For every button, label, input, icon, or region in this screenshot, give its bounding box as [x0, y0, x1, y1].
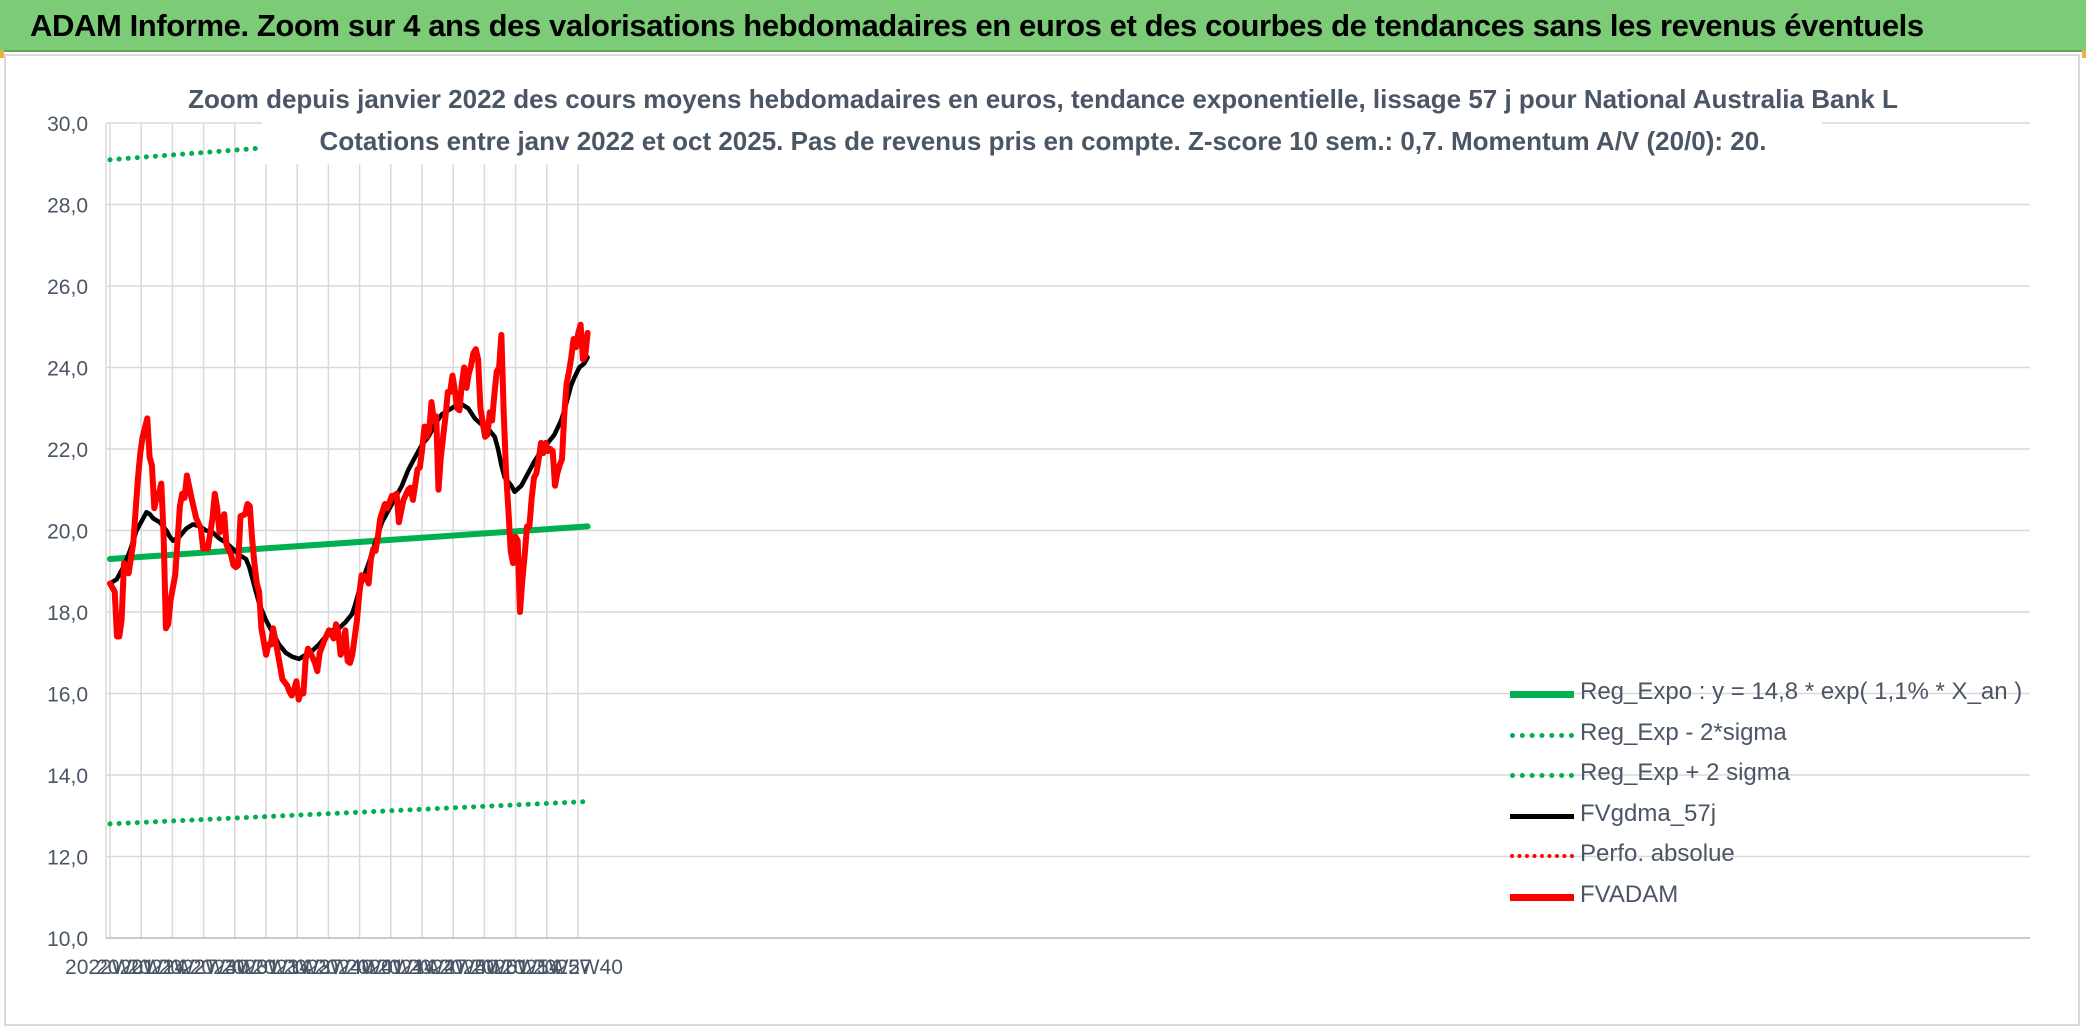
- x-tick-label: 2022W27: [127, 956, 217, 979]
- x-tick-label: 2023W40: [283, 956, 373, 979]
- legend-label-reg-expo: Reg_Expo : y = 14,8 * exp( 1,1% * X_an ): [1580, 678, 2023, 705]
- y-tick-label: 10,0: [47, 928, 88, 951]
- y-tick-label: 22,0: [47, 439, 88, 462]
- legend-label-reg-plus: Reg_Exp + 2 sigma: [1580, 759, 1791, 786]
- legend-item-fvgdma: FVgdma_57j: [1510, 798, 2010, 839]
- x-tick-label: 2022W01: [65, 956, 155, 979]
- axis-layer: 10,0 12,0 14,0 16,0 18,0 20,0 22,0 24,0 26,0 28,0…: [47, 113, 623, 979]
- legend-swatch-dotted-green: [1510, 773, 1574, 778]
- y-tick-label: 12,0: [47, 847, 88, 870]
- report-banner: ADAM Informe. Zoom sur 4 ans des valoris…: [0, 0, 2086, 52]
- series-line-1: [107, 799, 591, 827]
- chart-legend: Reg_Expo : y = 14,8 * exp( 1,1% * X_an )…: [1510, 676, 2022, 920]
- y-tick-label: 20,0: [47, 521, 88, 544]
- chart-frame: [4, 54, 2080, 1026]
- x-tick-label: 2025W40: [533, 956, 623, 979]
- y-tick-label: 14,0: [47, 765, 88, 788]
- legend-label-reg-minus: Reg_Exp - 2*sigma: [1580, 718, 1787, 746]
- legend-swatch-solid-red: [1510, 893, 1574, 901]
- x-tick-label: 2022W40: [159, 956, 249, 979]
- y-tick-label: 28,0: [47, 195, 88, 218]
- x-tick-label: 2023W27: [252, 956, 342, 979]
- legend-label-perfo: Perfo. absolue: [1580, 840, 1735, 867]
- legend-swatch-dotted-red: [1510, 854, 1574, 858]
- chart-title: Zoom depuis janvier 2022 des cours moyen…: [188, 84, 1898, 114]
- legend-item-fvadam: FVADAM: [1510, 879, 2010, 920]
- x-tick-label: 2023W14: [221, 956, 311, 979]
- x-tick-label: 2024W14: [346, 956, 436, 979]
- x-tick-label: 2024W01: [315, 956, 405, 979]
- legend-swatch-dotted-green: [1510, 732, 1574, 738]
- x-tick-label: 2024W27: [377, 956, 467, 979]
- y-tick-label: 24,0: [47, 358, 88, 381]
- banner-accent-right: [2082, 50, 2086, 58]
- legend-label-fvgdma: FVgdma_57j: [1580, 799, 1717, 827]
- x-tick-label: 2025W27: [502, 956, 592, 979]
- y-tick-label: 30,0: [47, 113, 88, 136]
- banner-accent-left: [0, 50, 4, 58]
- y-tick-label: 18,0: [47, 602, 88, 625]
- legend-item-reg-expo: Reg_Expo : y = 14,8 * exp( 1,1% * X_an ): [1510, 676, 2022, 717]
- legend-swatch-solid-black: [1510, 813, 1574, 819]
- title-backdrop: [262, 80, 1822, 164]
- y-tick-label: 16,0: [47, 684, 88, 707]
- x-tick-label: 2022W14: [96, 956, 186, 979]
- y-tick-label: 26,0: [47, 276, 88, 299]
- chart-subtitle: Cotations entre janv 2022 et oct 2025. P…: [319, 126, 1767, 156]
- x-tick-label: 2023W01: [190, 956, 280, 979]
- report-title: ADAM Informe. Zoom sur 4 ans des valoris…: [30, 8, 1924, 43]
- legend-item-reg-minus: Reg_Exp - 2*sigma: [1510, 717, 2010, 758]
- x-tick-label: 2025W01: [439, 956, 529, 979]
- legend-label-fvadam: FVADAM: [1580, 880, 1679, 908]
- legend-swatch-solid-green: [1510, 691, 1574, 698]
- x-tick-label: 2024W40: [408, 956, 498, 979]
- legend-item-reg-plus: Reg_Exp + 2 sigma: [1510, 757, 2010, 798]
- series-line-5: [107, 321, 591, 703]
- x-tick-label: 2025W14: [471, 956, 561, 979]
- legend-item-perfo: Perfo. absolue: [1510, 838, 2010, 879]
